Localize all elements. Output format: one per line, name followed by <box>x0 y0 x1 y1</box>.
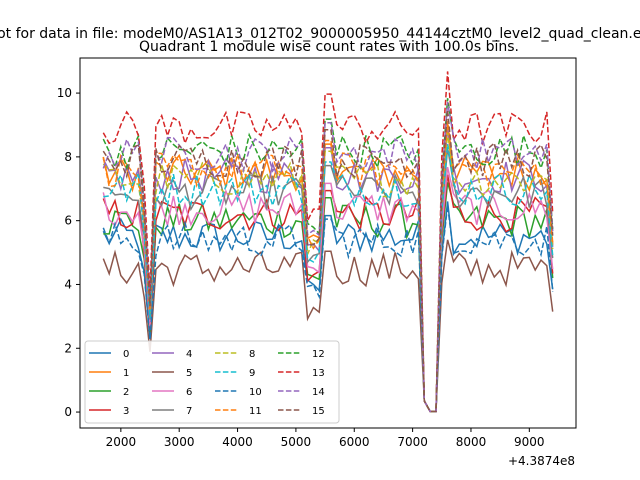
series-line-14 <box>102 101 554 413</box>
series-line-7 <box>103 147 554 413</box>
series-line-9 <box>103 143 554 413</box>
series-line-5 <box>102 239 554 413</box>
x-tick-label: 5000 <box>281 435 312 449</box>
legend-label-10: 10 <box>249 387 262 398</box>
y-tick-label: 4 <box>64 277 72 291</box>
series-line-1 <box>102 124 554 413</box>
y-tick-label: 6 <box>64 214 72 228</box>
legend-label-14: 14 <box>312 387 325 398</box>
chart-title: Quadrant 1 module wise count rates with … <box>139 39 519 55</box>
series-line-11 <box>102 121 554 413</box>
x-tick-label: 7000 <box>397 435 428 449</box>
legend-label-15: 15 <box>312 406 325 417</box>
x-offset-label: +4.3874e8 <box>508 454 575 468</box>
series-lines <box>102 71 554 413</box>
legend-label-2: 2 <box>123 387 129 398</box>
legend-label-9: 9 <box>249 368 255 379</box>
x-tick-label: 6000 <box>339 435 370 449</box>
legend-label-12: 12 <box>312 349 325 360</box>
y-tick-label: 10 <box>57 86 72 100</box>
y-axis: 0 2 4 6 8 10 <box>57 86 80 419</box>
series-line-6 <box>102 166 554 413</box>
legend-label-7: 7 <box>186 406 192 417</box>
series-line-4 <box>102 128 554 413</box>
legend-label-6: 6 <box>186 387 192 398</box>
x-axis: 2000 3000 4000 5000 6000 7000 8000 9000 <box>106 428 545 449</box>
series-line-13 <box>102 71 554 413</box>
legend-label-8: 8 <box>249 349 255 360</box>
figure-suptitle: Plot for data in file: modeM0/AS1A13_012… <box>0 26 640 42</box>
legend-label-5: 5 <box>186 368 192 379</box>
x-tick-label: 3000 <box>164 435 195 449</box>
legend-label-1: 1 <box>123 368 129 379</box>
legend-label-13: 13 <box>312 368 325 379</box>
x-tick-label: 2000 <box>106 435 137 449</box>
y-tick-label: 8 <box>64 150 72 164</box>
legend-label-11: 11 <box>249 406 262 417</box>
y-tick-label: 2 <box>64 341 72 355</box>
series-line-10 <box>102 205 554 413</box>
series-line-0 <box>102 201 554 413</box>
y-tick-label: 0 <box>64 405 72 419</box>
x-tick-label: 8000 <box>456 435 487 449</box>
series-line-12 <box>102 98 554 413</box>
legend-box <box>84 340 340 424</box>
legend-label-4: 4 <box>186 349 192 360</box>
series-line-15 <box>102 109 554 413</box>
plot-frame <box>79 57 577 429</box>
series-line-3 <box>102 174 554 413</box>
legend-label-3: 3 <box>123 406 129 417</box>
x-tick-label: 9000 <box>514 435 545 449</box>
legend-label-0: 0 <box>123 349 129 360</box>
x-tick-label: 4000 <box>222 435 253 449</box>
